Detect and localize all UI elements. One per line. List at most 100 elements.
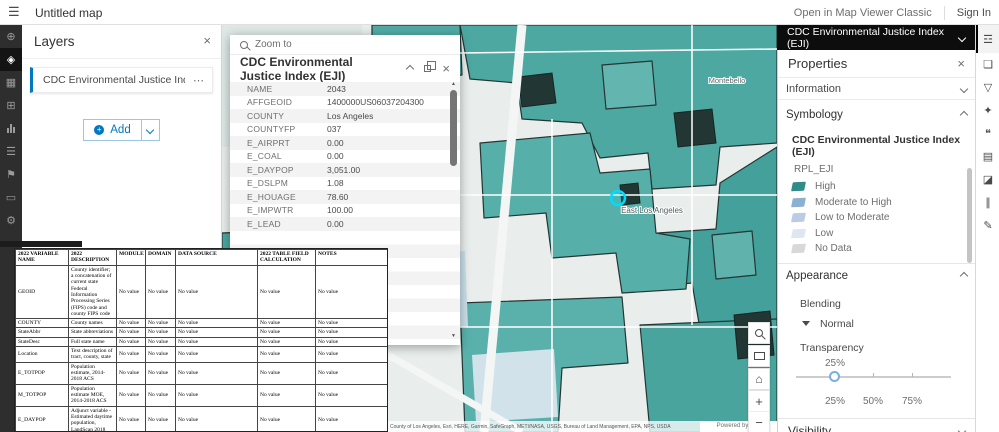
popup-dock-icon[interactable] <box>424 61 437 72</box>
popup-close-icon[interactable]: × <box>442 61 450 76</box>
popup-attribute-row: NAME 2043 <box>230 82 460 96</box>
bookmarks-icon[interactable]: ⚑ <box>6 169 16 181</box>
attribute-value: 1400000US06037204300 <box>327 97 424 108</box>
map-label-montebello: Montebello <box>709 76 746 85</box>
slider-track[interactable] <box>796 375 951 378</box>
properties-close-icon[interactable]: × <box>957 56 965 71</box>
zoom-out-button[interactable]: − <box>755 415 763 430</box>
information-label: Information <box>786 82 842 95</box>
dict-variable-name: M_TOTPOP <box>15 383 69 407</box>
dictionary-header-cell: 2022 TABLE FIELD CALCULATION <box>257 249 316 266</box>
blend-mode-select[interactable]: Normal <box>802 318 975 330</box>
styles-icon[interactable]: ❏ <box>983 59 993 71</box>
header-divider <box>943 5 945 20</box>
menu-icon[interactable]: ☰ <box>8 4 20 19</box>
app-header: ☰ Untitled map Open in Map Viewer Classi… <box>0 0 999 25</box>
zoom-in-button[interactable]: + <box>749 391 769 412</box>
roads <box>386 25 527 432</box>
attribute-name: E_AIRPRT <box>247 137 291 148</box>
basemap-icon[interactable]: ▦ <box>5 77 17 89</box>
symbology-field-name: RPL_EJI <box>794 164 834 175</box>
dictionary-row: E_DAYPOP Adjunct variable - Estimated da… <box>15 405 387 431</box>
layer-options-icon[interactable]: ⋯ <box>193 74 204 87</box>
properties-tool-icon[interactable]: ☲ <box>976 25 999 53</box>
map-properties-icon[interactable]: ⚙ <box>6 215 16 227</box>
popup-attribute-row: E_COAL 0.00 <box>230 150 460 164</box>
sign-in-button[interactable]: Sign In <box>956 6 991 19</box>
selected-layer-bar[interactable]: CDC Environmental Justice Index (EJI) <box>777 25 975 50</box>
dictionary-row: GEOID County identifier; a concatenation… <box>15 264 387 320</box>
popup-scrollbar[interactable] <box>450 90 457 166</box>
dict-data-source: No value <box>175 346 258 363</box>
aggregation-icon[interactable]: ▤ <box>982 151 994 163</box>
information-section-toggle[interactable]: Information <box>778 78 975 100</box>
popup-attribute-row: E_AIRPRT 0.00 <box>230 136 460 150</box>
popup-scroll-down-icon[interactable]: ▼ <box>451 333 456 339</box>
save-open-icon[interactable]: ▭ <box>5 192 17 204</box>
layers-icon[interactable]: ◈ <box>0 48 22 71</box>
dict-domain: No value <box>145 327 176 338</box>
visibility-section-toggle[interactable]: Visibility <box>778 417 975 432</box>
information-chevron-down-icon <box>959 84 969 93</box>
dictionary-header-cell: 2022 VARIABLE NAME <box>15 249 69 266</box>
add-layer-dropdown-button[interactable] <box>141 119 160 141</box>
dict-notes: No value <box>315 264 387 320</box>
layers-panel-close-icon[interactable]: × <box>203 33 211 48</box>
popup-collapse-icon[interactable] <box>406 64 415 73</box>
data-dictionary-overlay: 2022 VARIABLE NAME 2022 DESCRIPTION MODULE… <box>14 248 388 432</box>
legend-icon[interactable]: ☰ <box>6 146 16 158</box>
edit-icon[interactable]: ✎ <box>983 220 993 232</box>
dict-description: Population estimate MOE, 2014-2018 ACS <box>68 383 117 407</box>
slider-tick-75 <box>912 372 913 377</box>
zoom-to-button[interactable]: Zoom to <box>230 35 460 55</box>
add-layer-icon[interactable]: ⊕ <box>6 31 16 43</box>
legend-label: High <box>815 181 836 193</box>
panel-scrollbar[interactable] <box>967 168 972 263</box>
popup-attribute-row: COUNTY Los Angeles <box>230 109 460 123</box>
attribute-value: 0.00 <box>327 137 344 148</box>
popup-attribute-row: E_DSLPM 1.08 <box>230 177 460 191</box>
attribute-name: E_HOUAGE <box>247 191 296 202</box>
dict-description: County identifier; a concatenation of cu… <box>68 264 117 320</box>
map-search-button[interactable] <box>748 322 770 344</box>
open-classic-link[interactable]: Open in Map Viewer Classic <box>793 6 932 19</box>
powered-by-esri[interactable]: Powered by Esri <box>700 421 777 432</box>
layers-panel-header: Layers × <box>22 25 221 59</box>
dict-notes: No value <box>315 346 387 363</box>
add-layer-button[interactable]: + Add <box>83 119 142 141</box>
dict-data-source: No value <box>175 383 258 407</box>
attribute-name: NAME <box>247 83 273 94</box>
popup-scroll-up-icon[interactable]: ▲ <box>451 81 456 87</box>
legend-item: Low <box>791 226 975 242</box>
popups-icon[interactable]: ❝ <box>985 128 991 140</box>
appearance-section-toggle[interactable]: Appearance <box>778 264 975 288</box>
attribution-text: County of Los Angeles, Esri, HERE, Garmi… <box>390 424 671 430</box>
map-home-button[interactable]: ⌂ <box>748 368 770 390</box>
layer-list-item[interactable]: CDC Environmental Justice Index (EJI) ⋯ <box>30 67 213 93</box>
dict-calculation: No value <box>257 405 316 431</box>
data-dictionary-table: 2022 VARIABLE NAME 2022 DESCRIPTION MODULE… <box>15 249 387 431</box>
dictionary-row: StateAbbr State abbreviations No value N… <box>15 327 387 338</box>
dict-notes: No value <box>315 361 387 385</box>
dict-module: No value <box>116 327 146 338</box>
charts-icon[interactable] <box>0 117 22 140</box>
zoom-controls: + − <box>748 390 770 432</box>
transparency-value: 25% <box>824 357 845 369</box>
visibility-chevron-down-icon <box>957 426 967 432</box>
dict-domain: No value <box>145 318 176 329</box>
labels-icon[interactable]: ◪ <box>982 174 994 186</box>
filter-icon[interactable]: ▽ <box>983 82 993 94</box>
map-extent-button[interactable] <box>748 345 770 367</box>
dict-module: No value <box>116 318 146 329</box>
dictionary-row: StateDesc Full state name No value No va… <box>15 336 387 348</box>
forms-icon[interactable]: ∥ <box>985 197 991 209</box>
symbology-section-toggle[interactable]: Symbology <box>778 104 975 126</box>
dictionary-header-cell: NOTES <box>315 249 387 266</box>
effects-icon[interactable]: ✦ <box>983 105 993 117</box>
symbology-chevron-up-icon <box>959 110 969 120</box>
legend-item: Low to Moderate <box>791 210 975 226</box>
settings-toolbar: ☲ ❏ ▽ ✦ ❝ ▤ ◪ ∥ ✎ <box>975 25 999 432</box>
tables-icon[interactable]: ⊞ <box>6 100 16 112</box>
popup-attribute-list: NAME 2043 AFFGEOID 1400000US06037204300 … <box>230 82 460 231</box>
slider-handle[interactable] <box>829 370 840 382</box>
